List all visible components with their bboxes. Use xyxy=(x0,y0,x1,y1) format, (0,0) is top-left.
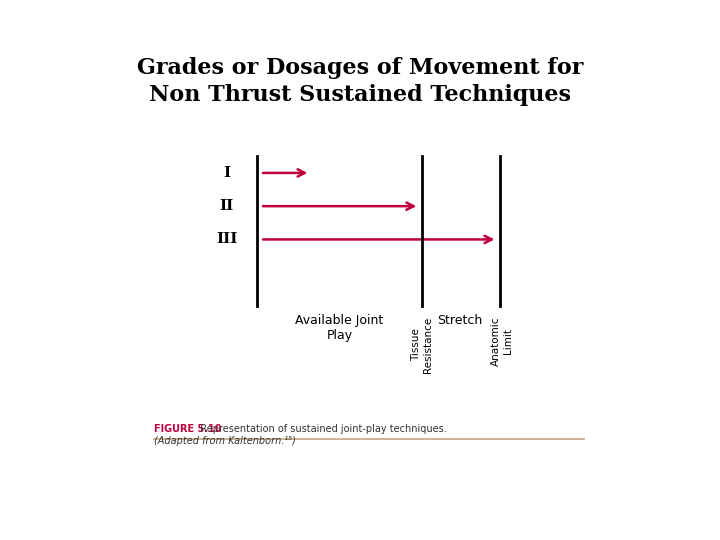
Text: Anatomic
Limit: Anatomic Limit xyxy=(491,316,513,366)
Text: Representation of sustained joint-play techniques.: Representation of sustained joint-play t… xyxy=(194,424,447,435)
Text: Stretch: Stretch xyxy=(437,314,482,327)
Text: Available Joint
Play: Available Joint Play xyxy=(295,314,384,342)
Text: FIGURE 5.10: FIGURE 5.10 xyxy=(154,424,222,435)
Text: (Adapted from Kaltenborn.¹⁵): (Adapted from Kaltenborn.¹⁵) xyxy=(154,436,296,446)
Text: II: II xyxy=(220,199,234,213)
Text: III: III xyxy=(216,232,238,246)
Text: I: I xyxy=(223,166,230,180)
Text: Tissue
Resistance: Tissue Resistance xyxy=(411,316,433,373)
Text: Grades or Dosages of Movement for
Non Thrust Sustained Techniques: Grades or Dosages of Movement for Non Th… xyxy=(137,57,583,106)
